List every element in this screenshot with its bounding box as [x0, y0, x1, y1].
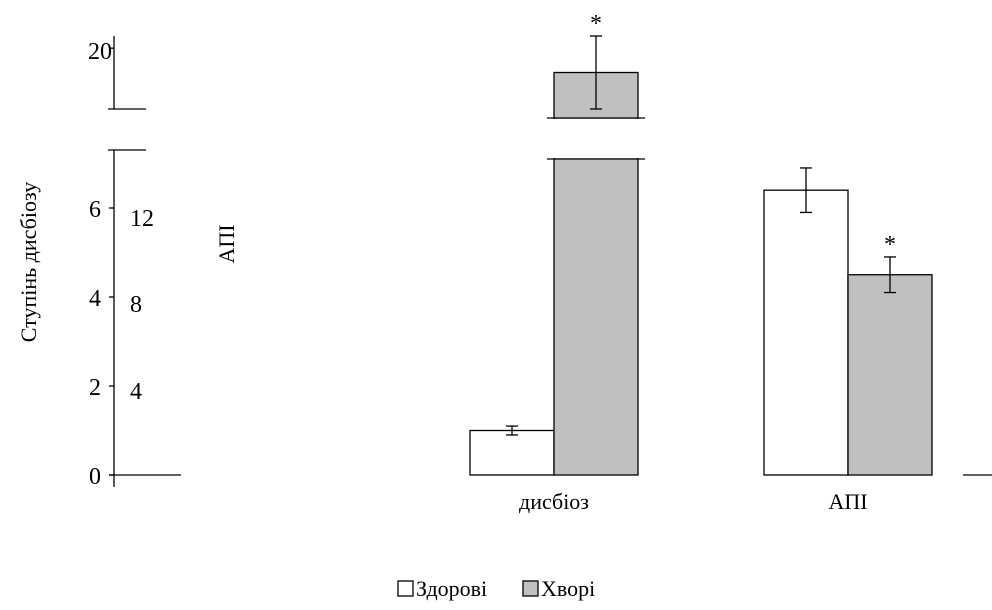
secondary-y-tick-label: 8	[130, 292, 142, 318]
significance-marker: *	[590, 11, 602, 37]
legend-swatch-zdorovi	[397, 580, 414, 597]
category-label: дисбіоз	[519, 489, 589, 514]
y-tick-label: 2	[89, 375, 101, 401]
category-labels: дисбіоз АПІ	[519, 489, 868, 514]
y-ticks: 0 2 4 6 20	[88, 39, 114, 490]
y-tick-label: 0	[89, 464, 101, 490]
bar-1-1	[847, 274, 933, 476]
secondary-y-ticks: 4 8 12	[130, 206, 154, 405]
category-label: АПІ	[828, 489, 867, 514]
legend-label-zdorovi: Здорові	[416, 576, 487, 601]
y-tick-label-upper: 20	[88, 39, 112, 65]
legend-label-khvori: Хворі	[541, 576, 595, 601]
y-axis-title: Ступінь дисбіозу	[16, 182, 41, 342]
bar-0-0	[469, 429, 555, 476]
secondary-y-axis-title: АПІ	[214, 224, 239, 263]
legend: Здорові Хворі	[397, 576, 595, 601]
legend-swatch-khvori	[522, 580, 539, 597]
y-tick-label: 6	[89, 197, 101, 223]
bar-break-gap	[551, 119, 641, 158]
secondary-y-tick-label: 4	[130, 379, 142, 405]
significance-marker: *	[884, 232, 896, 258]
secondary-y-tick-label: 12	[130, 206, 154, 232]
y-tick-label: 4	[89, 286, 101, 312]
bars: **	[469, 11, 933, 476]
bar-0-1	[763, 189, 849, 476]
